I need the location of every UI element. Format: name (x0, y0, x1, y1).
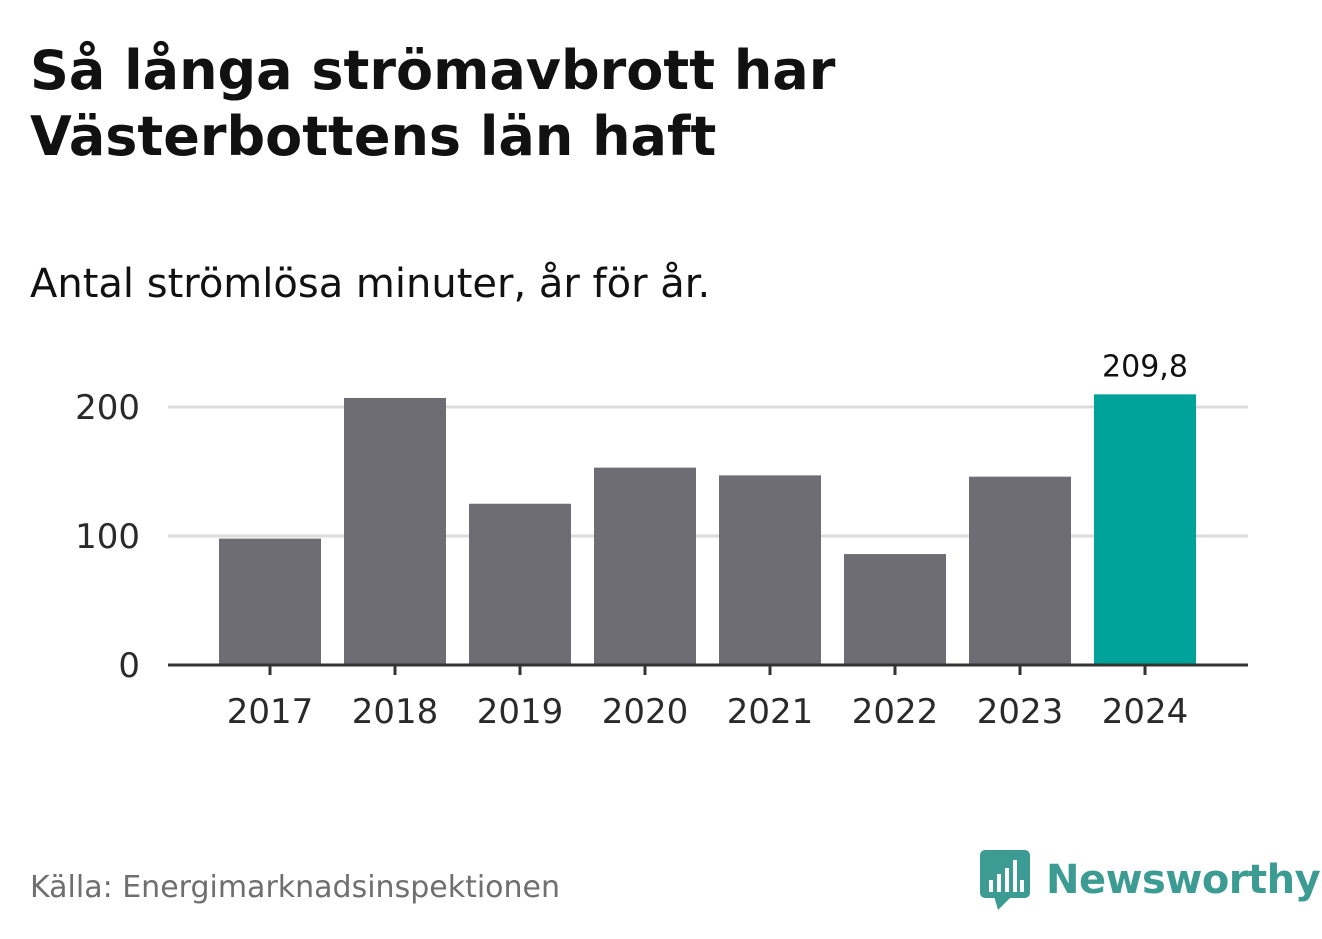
y-tick-label: 0 (118, 646, 140, 686)
source-note: Källa: Energimarknadsinspektionen (30, 870, 561, 905)
bar-2024 (1094, 394, 1196, 665)
y-axis-ticks: 0 100 200 (75, 388, 140, 686)
chart-subtitle: Antal strömlösa minuter, år för år. (30, 261, 711, 307)
x-tick-label: 2018 (352, 692, 439, 732)
x-tick-label: 2023 (977, 692, 1064, 732)
x-tick-label: 2019 (477, 692, 564, 732)
data-labels: 209,8 (1102, 349, 1188, 384)
x-tick-label: 2020 (602, 692, 689, 732)
bars (219, 394, 1196, 665)
bar-2017 (219, 538, 321, 665)
bar-chart: 0 100 200 2017 2018 2019 2020 2021 2022 2023 2024… (75, 349, 1248, 732)
brand-name: Newsworthy (1046, 857, 1321, 903)
x-axis-ticks: 2017 2018 2019 2020 2021 2022 2023 2024 (227, 665, 1189, 732)
bar-2019 (469, 503, 571, 665)
x-tick-label: 2017 (227, 692, 314, 732)
newsworthy-chart-bubble-icon (980, 850, 1030, 910)
y-tick-label: 100 (75, 517, 140, 557)
x-tick-label: 2021 (727, 692, 814, 732)
bar-2023 (969, 476, 1071, 665)
bar-2021 (719, 475, 821, 665)
x-tick-label: 2022 (852, 692, 939, 732)
chart-title: Så långa strömavbrott har Västerbottens … (30, 39, 836, 168)
data-label: 209,8 (1102, 349, 1188, 384)
brand-logo: Newsworthy (980, 848, 1321, 912)
bar-2020 (594, 467, 696, 665)
y-tick-label: 200 (75, 388, 140, 428)
bar-2022 (844, 554, 946, 665)
bar-2018 (344, 397, 446, 665)
x-tick-label: 2024 (1102, 692, 1189, 732)
gridlines (168, 405, 1248, 538)
